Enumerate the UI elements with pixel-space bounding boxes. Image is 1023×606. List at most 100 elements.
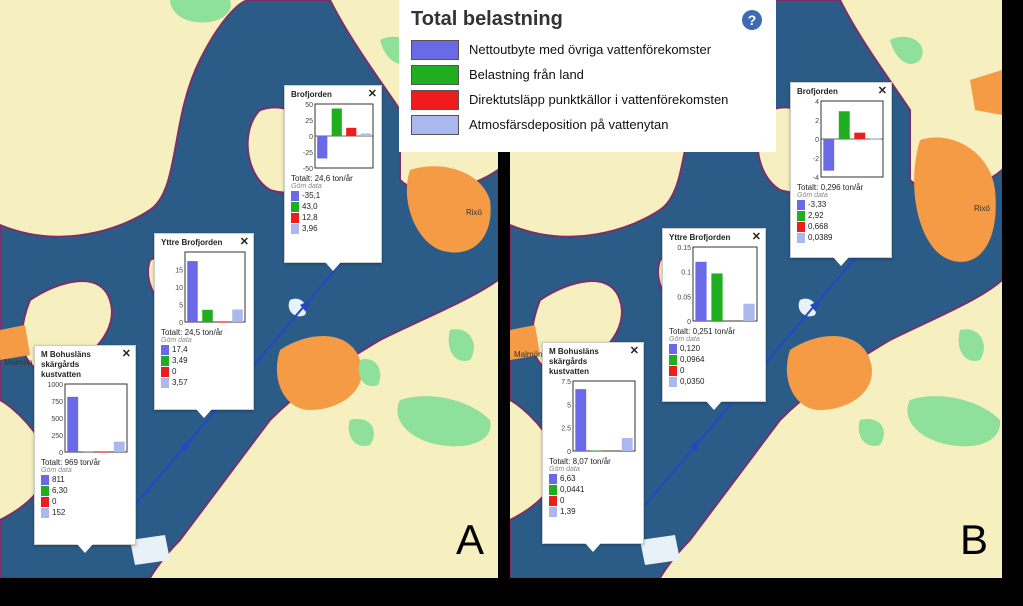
panel-letter-b: B — [959, 516, 988, 563]
map-panel-b[interactable]: Malmön Rixö Brofjorden ✕ 4 2 0 -2 -4 Totalt:… — [510, 0, 1002, 578]
legend-item: Nettoutbyte med övriga vattenförekomster — [411, 37, 764, 62]
bar — [575, 389, 587, 451]
place-name-rixo: Rixö — [466, 208, 483, 217]
value-swatch — [161, 377, 169, 388]
y-tick-label: 500 — [51, 416, 63, 423]
bar — [727, 321, 739, 322]
value-swatch — [41, 496, 49, 507]
value-row: 0,0964 — [669, 354, 759, 365]
value-row: 0 — [669, 365, 759, 376]
value-swatch — [669, 354, 677, 365]
bar — [202, 309, 213, 322]
value-row: 3,49 — [161, 355, 247, 366]
value-text: 6,30 — [52, 486, 68, 495]
hide-data-link[interactable]: Göm data — [41, 467, 72, 474]
popup-title: M Bohusläns skärgårds kustvatten — [41, 350, 91, 379]
value-row: 1,39 — [549, 506, 637, 517]
bar — [98, 452, 110, 453]
popup-brofjorden: Brofjorden ✕ 50 25 0 -25 -50 Totalt: 24,6 to… — [284, 85, 382, 271]
bar — [232, 309, 243, 322]
bar — [360, 133, 371, 136]
popup-title: Yttre Brofjorden — [161, 238, 223, 247]
hide-data-link[interactable]: Göm data — [161, 337, 192, 344]
value-text: 0,668 — [808, 222, 829, 231]
value-text: 0 — [680, 366, 685, 375]
bar — [854, 132, 866, 139]
bar — [113, 441, 125, 452]
bar-chart: 1000 750 500 250 0 — [47, 382, 128, 456]
y-tick-label: 0 — [687, 319, 691, 325]
value-text: 1,39 — [560, 507, 576, 516]
value-row: 811 — [41, 474, 129, 485]
bar — [695, 261, 707, 321]
legend-item: Direktutsläpp punktkällor i vattenföreko… — [411, 87, 764, 112]
hide-data-link[interactable]: Göm data — [669, 336, 700, 343]
value-swatch — [41, 474, 49, 485]
value-text: 2,92 — [808, 211, 824, 220]
y-tick-label: 15 — [175, 268, 183, 275]
value-text: 17,4 — [172, 345, 188, 354]
y-tick-label: 750 — [51, 399, 63, 406]
value-row: 3,96 — [291, 223, 375, 234]
value-text: 6,63 — [560, 474, 576, 483]
y-tick-label: 0 — [179, 320, 183, 326]
bar-chart: 50 25 0 -25 -50 — [303, 102, 374, 172]
popup-total: Totalt: 0,296 ton/år — [797, 183, 864, 192]
value-swatch — [291, 201, 299, 212]
value-swatch — [797, 232, 805, 243]
value-text: 12,8 — [302, 213, 318, 222]
value-swatch — [549, 495, 557, 506]
bar — [838, 111, 850, 139]
value-row: 0 — [161, 366, 247, 377]
value-row: 2,92 — [797, 210, 885, 221]
bar — [823, 139, 835, 171]
y-tick-label: 5 — [567, 402, 571, 409]
question-icon[interactable]: ? — [742, 10, 762, 30]
legend-label: Atmosfärsdeposition på vattenytan — [469, 117, 669, 132]
value-swatch — [797, 199, 805, 210]
value-row: -3,33 — [797, 199, 885, 210]
legend-label: Nettoutbyte med övriga vattenförekomster — [469, 42, 712, 57]
value-swatch — [41, 485, 49, 496]
value-row: 3,57 — [161, 377, 247, 388]
value-row: 0,0350 — [669, 376, 759, 387]
value-text: 43,0 — [302, 202, 318, 211]
value-row: 0,668 — [797, 221, 885, 232]
value-row: 12,8 — [291, 212, 375, 223]
close-icon[interactable]: ✕ — [367, 88, 377, 100]
value-swatch — [669, 376, 677, 387]
y-tick-label: -4 — [813, 175, 819, 181]
value-swatch — [161, 344, 169, 355]
y-tick-label: 2.5 — [561, 426, 571, 433]
place-name-malmon: Malmön — [4, 358, 33, 367]
value-text: 3,49 — [172, 356, 188, 365]
y-tick-label: -50 — [303, 166, 313, 172]
value-text: 0 — [52, 497, 57, 506]
value-swatch — [291, 223, 299, 234]
legend-swatch — [411, 89, 459, 110]
hide-data-link[interactable]: Göm data — [549, 466, 580, 473]
popup-title: Yttre Brofjorden — [669, 233, 731, 242]
close-icon[interactable]: ✕ — [121, 348, 131, 360]
close-icon[interactable]: ✕ — [239, 236, 249, 248]
bar — [82, 451, 94, 453]
value-text: 0 — [172, 367, 177, 376]
legend-swatch — [411, 39, 459, 60]
value-swatch — [291, 212, 299, 223]
legend-swatch — [411, 64, 459, 85]
legend-label: Direktutsläpp punktkällor i vattenföreko… — [469, 92, 729, 107]
value-text: 811 — [52, 475, 65, 484]
close-icon[interactable]: ✕ — [877, 85, 887, 97]
popup-yttre-brofjorden: Yttre Brofjorden ✕ 15 10 5 0 Totalt: 24,5 t… — [154, 233, 254, 418]
y-tick-label: 250 — [51, 433, 63, 440]
value-text: 0,0389 — [808, 233, 833, 242]
popup-title: Brofjorden — [797, 87, 838, 96]
hide-data-link[interactable]: Göm data — [291, 183, 322, 190]
bar-chart: 7.5 5 2.5 0 — [561, 379, 636, 455]
value-row: 6,63 — [549, 473, 637, 484]
hide-data-link[interactable]: Göm data — [797, 192, 828, 199]
close-icon[interactable]: ✕ — [751, 231, 761, 243]
close-icon[interactable]: ✕ — [629, 345, 639, 357]
legend: Total belastning ? Nettoutbyte med övrig… — [399, 0, 776, 152]
bar — [711, 273, 723, 321]
